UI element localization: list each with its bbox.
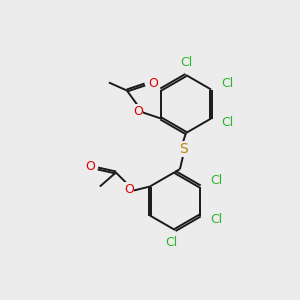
Text: Cl: Cl: [180, 56, 192, 68]
Text: O: O: [133, 105, 143, 118]
Text: Cl: Cl: [221, 77, 233, 90]
Text: Cl: Cl: [210, 174, 222, 187]
Text: O: O: [148, 77, 158, 90]
Text: O: O: [85, 160, 95, 173]
Text: Cl: Cl: [165, 236, 177, 248]
Text: Cl: Cl: [210, 213, 222, 226]
Text: S: S: [178, 142, 188, 156]
Text: O: O: [124, 183, 134, 196]
Text: Cl: Cl: [221, 116, 233, 129]
